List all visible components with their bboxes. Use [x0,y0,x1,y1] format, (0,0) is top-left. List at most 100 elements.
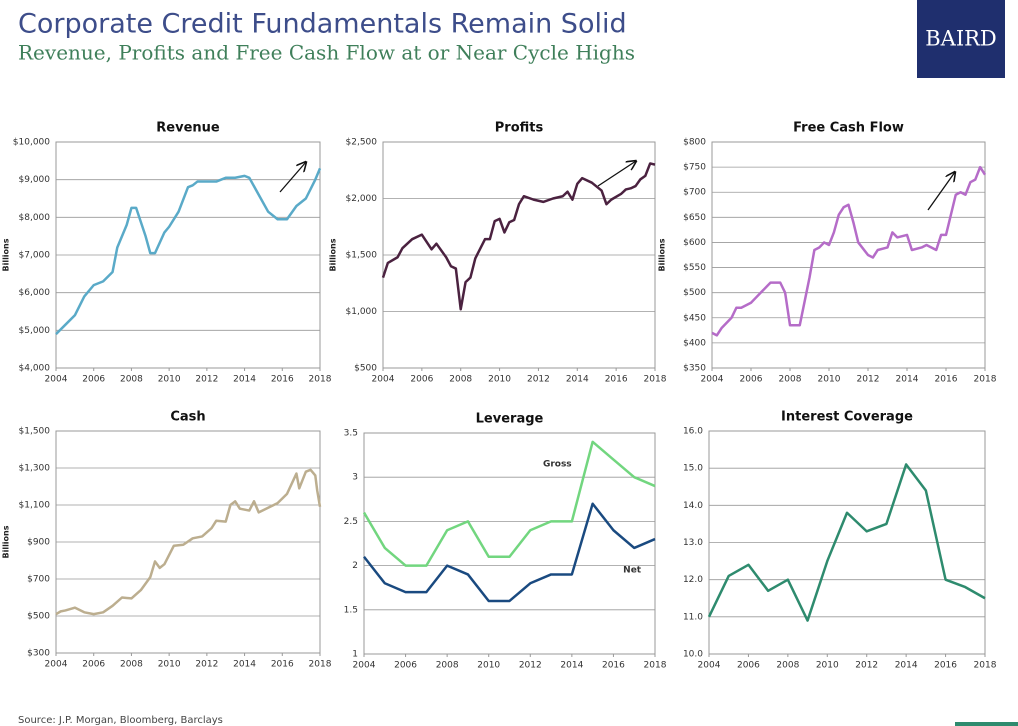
x-tick-label: 2018 [974,661,997,671]
y-tick-label: $5,000 [19,326,51,336]
data-line [381,162,656,311]
data-line [363,502,656,603]
x-tick-label: 2016 [605,375,628,385]
y-tick-label: $7,000 [19,251,51,261]
y-tick-label: $10,000 [13,138,50,148]
data-line [711,165,987,337]
chart-title: Profits [495,121,544,136]
y-tick-label: $6,000 [19,288,51,298]
x-tick-label: 2008 [120,660,143,670]
x-tick-label: 2012 [519,661,542,671]
x-tick-label: 2018 [644,375,667,385]
y-tick-label: $750 [683,163,706,173]
y-tick-label: 2.5 [344,517,358,527]
y-tick-label: $1,500 [346,251,378,261]
logo: BAIRD [925,27,997,51]
y-tick-label: 1 [352,650,358,660]
y-tick-label: $4,000 [19,364,51,374]
x-tick-label: 2008 [436,661,459,671]
data-line [707,463,986,622]
y-tick-label: $500 [683,288,706,298]
x-tick-label: 2004 [45,375,68,385]
x-tick-label: 2008 [449,375,472,385]
y-tick-label: 10.0 [683,650,703,660]
y-tick-label: $2,000 [346,194,378,204]
x-tick-label: 2016 [271,660,294,670]
x-tick-label: 2018 [309,375,332,385]
x-tick-label: 2014 [896,375,919,385]
x-tick-label: 2004 [372,375,395,385]
y-tick-label: $600 [683,238,706,248]
x-tick-label: 2016 [271,375,294,385]
x-tick-label: 2004 [698,661,721,671]
y-tick-label: $9,000 [19,175,51,185]
y-axis-label: Billions [329,238,338,271]
y-tick-label: 16.0 [683,427,703,437]
x-tick-label: 2018 [974,375,997,385]
x-tick-label: 2018 [644,661,667,671]
x-tick-label: 2012 [857,375,880,385]
x-tick-label: 2008 [120,375,143,385]
x-tick-label: 2014 [895,661,918,671]
slide-subtitle: Revenue, Profits and Free Cash Flow at o… [18,41,635,65]
trend-arrow [597,161,636,187]
x-tick-label: 2006 [82,660,105,670]
chart-title: Free Cash Flow [793,121,904,136]
trend-arrow [927,172,955,211]
x-tick-label: 2012 [195,375,218,385]
x-tick-label: 2004 [45,660,68,670]
x-tick-label: 2008 [779,375,802,385]
source: Source: J.P. Morgan, Bloomberg, Barclays [18,715,223,726]
x-tick-label: 2004 [353,661,376,671]
y-tick-label: $1,100 [19,501,51,511]
y-axis-label: Billions [658,238,667,271]
y-tick-label: 14.0 [683,501,703,511]
y-tick-label: $1,300 [19,464,51,474]
x-tick-label: 2010 [158,375,181,385]
data-line [55,468,322,616]
y-tick-label: $500 [27,612,50,622]
y-tick-label: 3 [352,473,358,483]
chart-title: Interest Coverage [781,410,913,425]
y-tick-label: 1.5 [344,605,358,615]
y-tick-label: 13.0 [683,538,703,548]
x-tick-label: 2006 [410,375,433,385]
plot-area [711,141,986,369]
y-tick-label: $8,000 [19,213,51,223]
y-tick-label: $800 [683,138,706,148]
y-tick-label: $450 [683,313,706,323]
y-tick-label: $500 [354,364,377,374]
x-tick-label: 2010 [477,661,500,671]
slide-title: Corporate Credit Fundamentals Remain Sol… [18,9,627,40]
x-tick-label: 2010 [158,660,181,670]
logo-box [917,0,1005,78]
x-tick-label: 2012 [527,375,550,385]
x-tick-label: 2004 [701,375,724,385]
x-tick-label: 2012 [195,660,218,670]
y-tick-label: 2 [352,561,358,571]
x-tick-label: 2014 [233,375,256,385]
y-tick-label: 3.5 [344,429,358,439]
y-tick-label: $300 [27,649,50,659]
x-tick-label: 2006 [82,375,105,385]
x-tick-label: 2016 [934,661,957,671]
y-tick-label: $700 [683,188,706,198]
y-tick-label: $350 [683,364,706,374]
trend-arrow [279,162,306,193]
x-tick-label: 2016 [935,375,958,385]
x-tick-label: 2006 [737,661,760,671]
y-tick-label: $900 [27,538,50,548]
y-tick-label: 11.0 [683,612,703,622]
footer-bar [955,722,1018,726]
y-tick-label: 15.0 [683,464,703,474]
x-tick-label: 2010 [816,661,839,671]
x-tick-label: 2010 [488,375,511,385]
y-axis-label: Billions [2,525,11,558]
data-line [362,440,656,567]
x-tick-label: 2014 [566,375,589,385]
x-tick-label: 2012 [855,661,878,671]
plot-area [363,432,656,655]
y-tick-label: $1,000 [346,307,378,317]
y-tick-label: $700 [27,575,50,585]
y-tick-label: $650 [683,213,706,223]
